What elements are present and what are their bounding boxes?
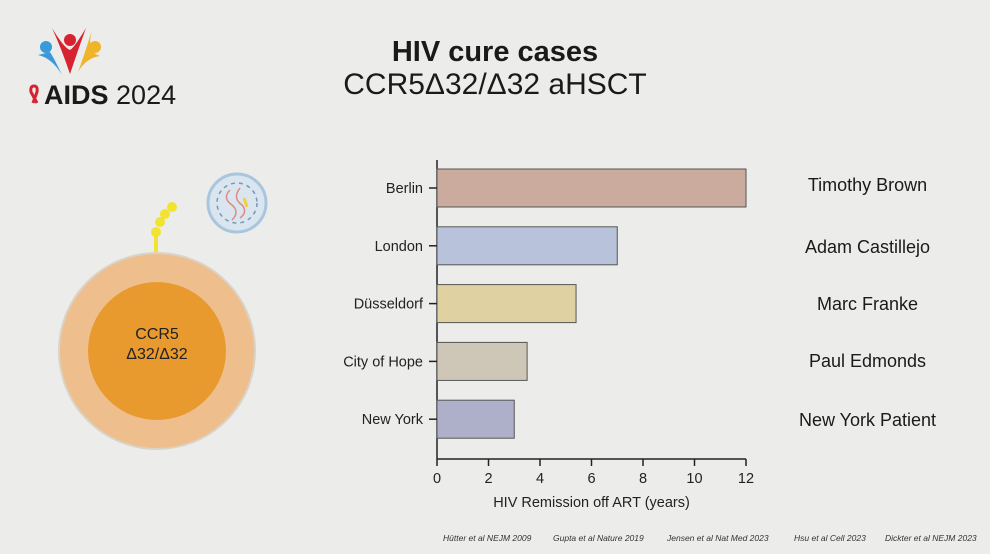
x-tick-label: 4: [536, 471, 544, 487]
logo-text: AIDS 2024: [28, 80, 176, 111]
x-tick-label: 12: [738, 471, 754, 487]
y-tick-label: New York: [362, 412, 424, 428]
bar-d-sseldorf: [436, 284, 577, 324]
logo-text-year: 2024: [116, 80, 177, 110]
slide-title: HIV cure cases: [391, 36, 599, 68]
x-tick-label: 2: [484, 471, 492, 487]
reference: Gupta et al Nature 2019: [553, 533, 644, 543]
bar-london: [436, 226, 618, 266]
bar-chart: Berlin London Düsseldorf City of Hope New Yo…: [343, 160, 754, 511]
x-tick-label: 10: [686, 471, 702, 487]
patient-name: Adam Castillejo: [804, 237, 931, 257]
cell-label-line2: Δ32/Δ32: [126, 346, 188, 363]
x-tick-label: 8: [639, 471, 647, 487]
bar-city-of-hope: [436, 341, 528, 381]
patient-name: Paul Edmonds: [808, 351, 927, 371]
x-axis-label: HIV Remission off ART (years): [493, 495, 690, 511]
patient-name: New York Patient: [798, 410, 937, 430]
cell-label-line1: CCR5: [135, 326, 179, 343]
reference: Jensen et al Nat Med 2023: [667, 533, 769, 543]
y-tick-label: City of Hope: [343, 354, 423, 370]
ccr5-cell-icon: [58, 202, 256, 450]
x-tick-label: 0: [433, 471, 441, 487]
reference: Dickter et al NEJM 2023: [885, 533, 977, 543]
x-tick-label: 6: [587, 471, 595, 487]
logo-text-bold: AIDS: [44, 80, 109, 110]
hiv-virus-icon: [206, 172, 268, 234]
bar-berlin: [436, 168, 747, 208]
y-tick-label: Berlin: [386, 181, 423, 197]
y-tick-label: London: [375, 239, 423, 255]
aids-logo-icon: [29, 28, 101, 104]
patient-name: Timothy Brown: [807, 175, 928, 195]
bar-new-york: [436, 399, 515, 439]
slide-subtitle: CCR5Δ32/Δ32 aHSCT: [343, 68, 647, 101]
y-tick-label: Düsseldorf: [354, 297, 424, 313]
patient-name: Marc Franke: [816, 294, 919, 314]
reference: Hütter et al NEJM 2009: [443, 533, 532, 543]
cell-label: CCR5 Δ32/Δ32: [87, 325, 227, 365]
reference: Hsu et al Cell 2023: [794, 533, 866, 543]
